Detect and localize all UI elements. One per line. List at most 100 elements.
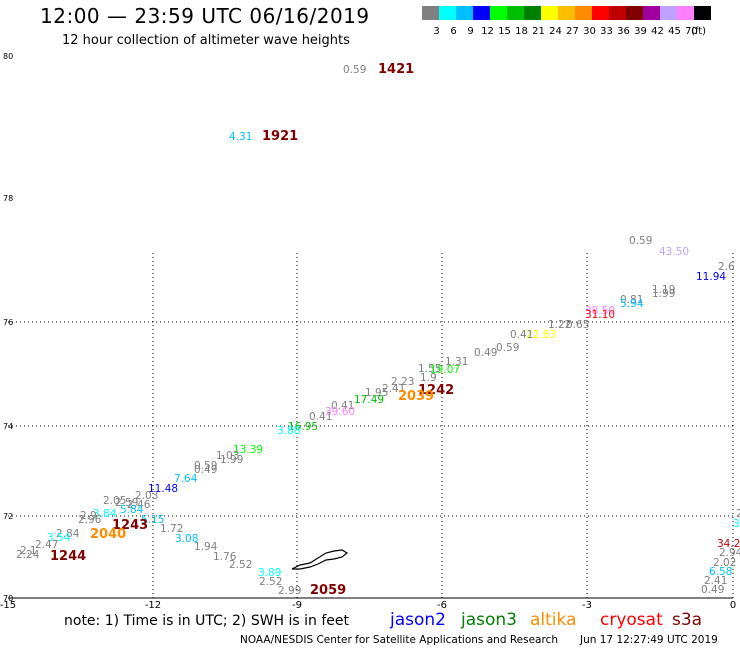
wave-height-value: 1.99 [220, 454, 243, 466]
x-tick-label: -9 [292, 600, 302, 611]
wave-height-value: 31.10 [585, 309, 615, 321]
scale-swatch [473, 6, 490, 20]
wave-height-value: 0.59 [629, 235, 652, 247]
wave-height-value: 6.58 [709, 566, 732, 578]
wave-height-value: 0.49 [194, 464, 217, 476]
scale-label: 33 [600, 26, 613, 37]
credit-line: NOAA/NESDIS Center for Satellite Applica… [240, 634, 558, 646]
scale-swatch [609, 6, 626, 20]
scale-swatch [626, 6, 643, 20]
wave-height-value: 3.84 [93, 508, 117, 520]
wave-height-value: 2.96 [78, 514, 102, 526]
scale-label: (ft) [690, 26, 707, 37]
wave-height-value: 2.41 [382, 383, 405, 395]
wave-height-value: 2.94 [719, 547, 740, 559]
scale-swatch [422, 6, 439, 20]
wave-height-value: 2.41 [704, 575, 727, 587]
pass-time-label: 1242 [418, 383, 454, 398]
scale-label: 21 [532, 26, 545, 37]
scale-swatch [507, 6, 524, 20]
wave-height-value: 2.99 [278, 585, 301, 597]
wave-height-value: 0.65 [566, 319, 589, 331]
wave-height-value: 39.60 [325, 406, 355, 418]
wave-height-value: 1.31 [445, 356, 468, 368]
scale-swatch [524, 6, 541, 20]
wave-height-value: 5.94 [620, 298, 644, 310]
wave-height-value: 3.54 [47, 532, 71, 544]
x-tick-label: -3 [582, 600, 592, 611]
wave-height-value: 0.49 [474, 347, 497, 359]
legend-jason2: jason2 [390, 610, 446, 630]
wave-height-value: 0.49 [701, 584, 724, 596]
pass-time-label: 2059 [310, 583, 346, 598]
scale-swatch [592, 6, 609, 20]
wave-height-value: 7.64 [174, 473, 198, 485]
legend-s3a: s3a [672, 610, 703, 630]
scale-label: 3 [433, 26, 440, 37]
wave-height-value: 1.94 [194, 541, 218, 553]
pass-time-label: 2039 [398, 389, 434, 404]
scale-label: 42 [651, 26, 664, 37]
pass-time-label: 1421 [378, 62, 414, 77]
footnote: note: 1) Time is in UTC; 2) SWH is in fe… [64, 613, 350, 629]
wave-height-value: 11.94 [696, 271, 726, 283]
wave-height-value: 5.15 [141, 514, 164, 526]
wave-height-value: 0.41 [510, 329, 533, 341]
scale-label: 36 [617, 26, 630, 37]
wave-height-value: 2 [736, 508, 740, 520]
wave-height-value: 2.52 [229, 559, 252, 571]
x-tick-label: -15 [0, 600, 16, 611]
scale-label: 18 [515, 26, 528, 37]
wave-height-value: 0.59 [343, 64, 366, 76]
y-tick-label: 78 [3, 194, 13, 203]
wave-height-value: 2.23 [391, 376, 414, 388]
scale-swatch [541, 6, 558, 20]
wave-height-value: 1.99 [652, 288, 675, 300]
wave-height-value: 16.95 [288, 421, 318, 433]
wave-height-value: 1.9 [420, 372, 437, 384]
scale-label: 39 [634, 26, 647, 37]
wave-height-value: 2.1 [20, 545, 37, 557]
scale-swatch [677, 6, 694, 20]
legend-altika: altika [530, 610, 577, 630]
wave-height-value: 0.59 [496, 342, 519, 354]
wave-height-value: 43.50 [659, 246, 689, 258]
wave-height-labels: 0.594.310.5943.502.611.941.191.990.815.9… [16, 62, 740, 598]
y-tick-label: 80 [3, 52, 13, 61]
wave-height-value: 0.59 [194, 460, 217, 472]
wave-height-value: 1.72 [160, 523, 183, 535]
wave-height-value: 34.2 [717, 538, 740, 550]
wave-height-value: 3.88 [277, 425, 300, 437]
wave-height-value: 2.6 [718, 261, 735, 273]
y-tick-label: 76 [3, 318, 13, 327]
scale-label: 9 [467, 26, 474, 37]
scale-swatch [490, 6, 507, 20]
wave-height-value: 2.52 [259, 576, 282, 588]
pass-time-label: 1244 [50, 549, 86, 564]
wave-height-value: 1.55 [418, 363, 441, 375]
wave-height-value: 2.02 [713, 557, 736, 569]
scale-label: 6 [450, 26, 457, 37]
pass-time-label: 2040 [90, 527, 126, 542]
scale-swatch [660, 6, 677, 20]
scale-label: 15 [498, 26, 511, 37]
jan-mayen-coastline [291, 549, 349, 570]
chart-subtitle: 12 hour collection of altimeter wave hei… [62, 33, 350, 48]
wave-height-value: 3.08 [175, 533, 198, 545]
wave-height-value: 0.81 [620, 294, 643, 306]
footer: note: 1) Time is in UTC; 2) SWH is in fe… [0, 610, 740, 650]
scale-swatch [694, 6, 711, 20]
wave-height-value: 2.24 [16, 549, 40, 561]
scale-swatch [456, 6, 473, 20]
wave-height-value: 2.03 [135, 490, 158, 502]
wave-height-value: 3. [733, 518, 740, 530]
wave-height-value: 11.48 [148, 483, 178, 495]
generated-timestamp: Jun 17 12:27:49 UTC 2019 [580, 634, 718, 646]
x-tick-label: 0 [730, 600, 736, 611]
scale-label: 12 [481, 26, 494, 37]
wave-height-value: 0.41 [309, 411, 332, 423]
pass-time-label: 1243 [112, 518, 148, 533]
wave-height-value: 17.49 [354, 394, 384, 406]
wave-height-value: 1.19 [652, 284, 675, 296]
